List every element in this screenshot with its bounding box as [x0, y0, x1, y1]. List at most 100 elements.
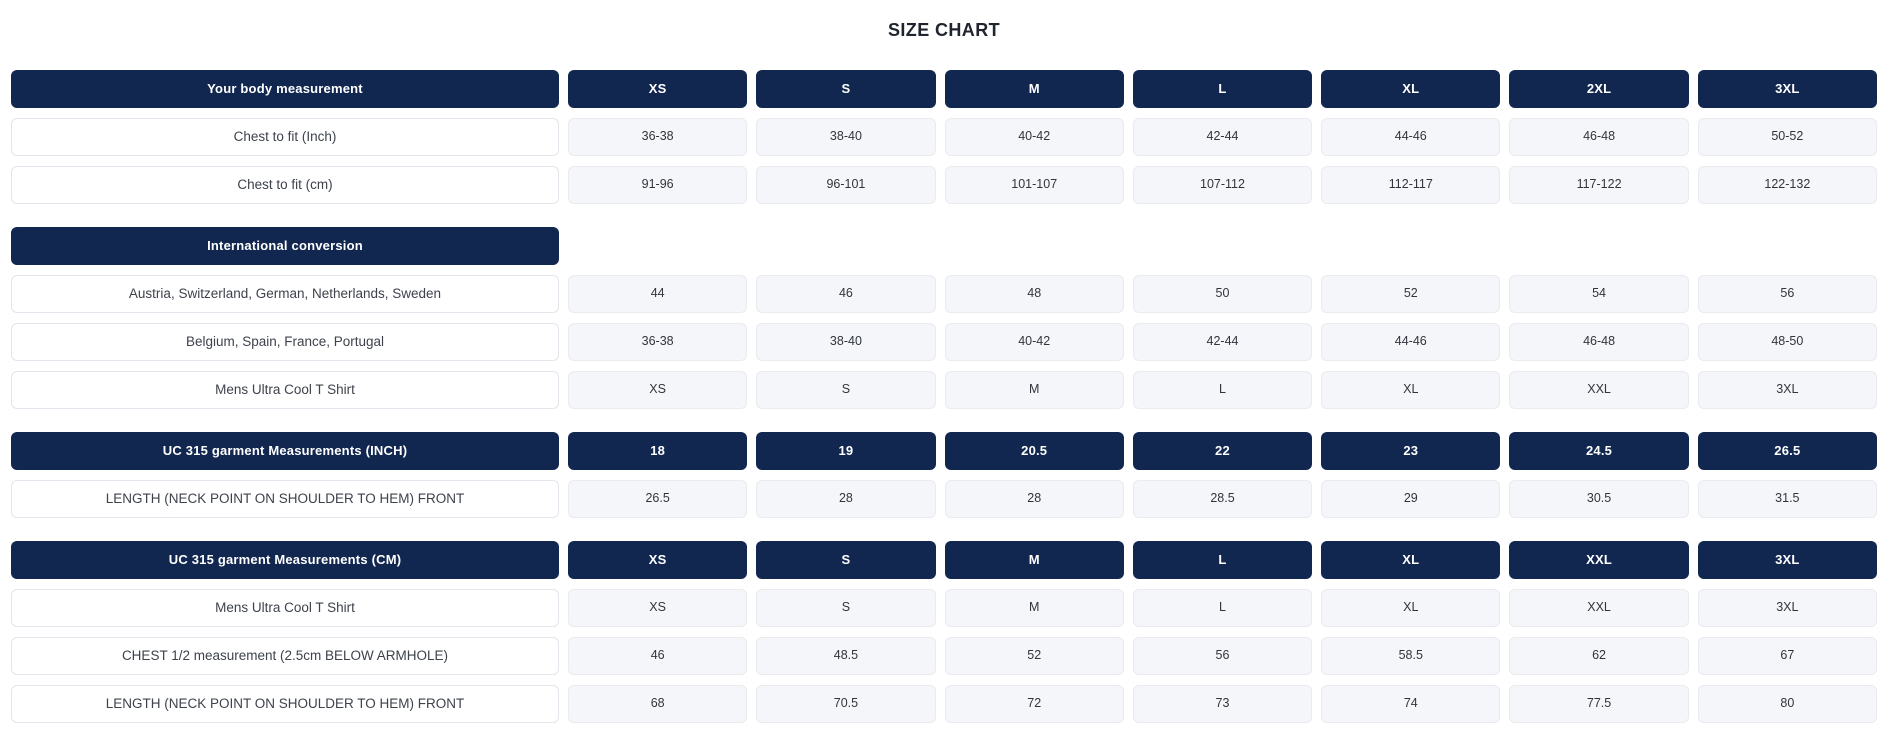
- value-cell: 3XL: [1697, 371, 1877, 409]
- value-cell: 46: [756, 275, 936, 313]
- value-cell: XS: [568, 371, 748, 409]
- size-header-cell: XS: [568, 70, 748, 108]
- value-cell: 80: [1697, 685, 1877, 723]
- size-header-cell: M: [944, 541, 1124, 579]
- value-cell: 28: [756, 480, 936, 518]
- section-2: UC 315 garment Measurements (INCH) 18 19 20…: [11, 432, 1877, 518]
- section-header-row: International conversion: [11, 227, 1877, 265]
- value-cell: 54: [1509, 275, 1689, 313]
- size-header-cell: L: [1132, 70, 1313, 108]
- value-cell: 3XL: [1697, 589, 1877, 627]
- value-cell: 46-48: [1509, 118, 1689, 156]
- row-label-cell: Mens Ultra Cool T Shirt: [11, 589, 559, 627]
- value-cell: 29: [1321, 480, 1501, 518]
- size-header-cell: XXL: [1509, 541, 1689, 579]
- size-header-cell: 24.5: [1509, 432, 1689, 470]
- table-row: Chest to fit (cm) 91-96 96-101 101-107 107-1…: [11, 166, 1877, 204]
- row-label-cell: Chest to fit (cm): [11, 166, 559, 204]
- size-header-cell: 19: [756, 432, 936, 470]
- value-cell: 72: [944, 685, 1124, 723]
- value-cell: 28.5: [1132, 480, 1313, 518]
- section-header-cell: Your body measurement: [11, 70, 559, 108]
- size-header-cell: XL: [1321, 541, 1501, 579]
- table-row: Chest to fit (Inch) 36-38 38-40 40-42 42-44 4…: [11, 118, 1877, 156]
- value-cell: 62: [1509, 637, 1689, 675]
- size-header-cell: 18: [568, 432, 748, 470]
- value-cell: 73: [1132, 685, 1313, 723]
- value-cell: 112-117: [1321, 166, 1501, 204]
- value-cell: XL: [1321, 589, 1501, 627]
- value-cell: S: [756, 589, 936, 627]
- size-header-cell: 22: [1132, 432, 1313, 470]
- value-cell: 67: [1697, 637, 1877, 675]
- size-header-cell: 23: [1321, 432, 1501, 470]
- section-0: Your body measurement XS S M L XL 2XL 3XL Chest …: [11, 70, 1877, 204]
- value-cell: 30.5: [1509, 480, 1689, 518]
- value-cell: 44-46: [1321, 323, 1501, 361]
- value-cell: 70.5: [756, 685, 936, 723]
- row-label-cell: Chest to fit (Inch): [11, 118, 559, 156]
- value-cell: 26.5: [568, 480, 748, 518]
- page-title: SIZE CHART: [888, 20, 1000, 40]
- value-cell: 36-38: [568, 323, 748, 361]
- value-cell: 91-96: [568, 166, 748, 204]
- value-cell: 46-48: [1509, 323, 1689, 361]
- size-header-cell: XL: [1321, 70, 1501, 108]
- value-cell: L: [1132, 371, 1313, 409]
- value-cell: 46: [568, 637, 748, 675]
- value-cell: XXL: [1509, 589, 1689, 627]
- value-cell: 107-112: [1132, 166, 1313, 204]
- value-cell: 117-122: [1509, 166, 1689, 204]
- value-cell: 28: [944, 480, 1124, 518]
- value-cell: 40-42: [944, 118, 1124, 156]
- value-cell: 56: [1132, 637, 1313, 675]
- section-header-row: Your body measurement XS S M L XL 2XL 3XL: [11, 70, 1877, 108]
- value-cell: XL: [1321, 371, 1501, 409]
- size-header-cell: 3XL: [1697, 541, 1877, 579]
- row-label-cell: CHEST 1/2 measurement (2.5cm BELOW ARMHO…: [11, 637, 559, 675]
- table-row: Austria, Switzerland, German, Netherland…: [11, 275, 1877, 313]
- section-header-cell: International conversion: [11, 227, 559, 265]
- value-cell: 52: [944, 637, 1124, 675]
- row-label-cell: Austria, Switzerland, German, Netherland…: [11, 275, 559, 313]
- value-cell: 38-40: [756, 323, 936, 361]
- row-label-cell: LENGTH (NECK POINT ON SHOULDER TO HEM) F…: [11, 685, 559, 723]
- value-cell: 56: [1697, 275, 1877, 313]
- table-row: Mens Ultra Cool T Shirt XS S M L XL XXL 3XL: [11, 589, 1877, 627]
- value-cell: 74: [1321, 685, 1501, 723]
- value-cell: 96-101: [756, 166, 936, 204]
- table-row: Mens Ultra Cool T Shirt XS S M L XL XXL 3XL: [11, 371, 1877, 409]
- section-header-cell: UC 315 garment Measurements (CM): [11, 541, 559, 579]
- size-chart-table: Your body measurement XS S M L XL 2XL 3XL Chest …: [11, 70, 1877, 723]
- section-3: UC 315 garment Measurements (CM) XS S M L XL X…: [11, 541, 1877, 723]
- value-cell: 44: [568, 275, 748, 313]
- value-cell: 44-46: [1321, 118, 1501, 156]
- value-cell: 77.5: [1509, 685, 1689, 723]
- value-cell: 58.5: [1321, 637, 1501, 675]
- section-header-row: UC 315 garment Measurements (CM) XS S M L XL X…: [11, 541, 1877, 579]
- section-header-row: UC 315 garment Measurements (INCH) 18 19 20…: [11, 432, 1877, 470]
- value-cell: S: [756, 371, 936, 409]
- size-header-cell: S: [756, 70, 936, 108]
- row-label-cell: LENGTH (NECK POINT ON SHOULDER TO HEM) F…: [11, 480, 559, 518]
- value-cell: 38-40: [756, 118, 936, 156]
- value-cell: L: [1132, 589, 1313, 627]
- value-cell: 36-38: [568, 118, 748, 156]
- value-cell: 48.5: [756, 637, 936, 675]
- value-cell: 31.5: [1697, 480, 1877, 518]
- row-label-cell: Belgium, Spain, France, Portugal: [11, 323, 559, 361]
- size-header-cell: S: [756, 541, 936, 579]
- value-cell: XS: [568, 589, 748, 627]
- size-header-cell: 20.5: [944, 432, 1124, 470]
- value-cell: 50-52: [1697, 118, 1877, 156]
- size-header-cell: 26.5: [1697, 432, 1877, 470]
- size-header-cell: 2XL: [1509, 70, 1689, 108]
- section-1: International conversion Austria, Switzer…: [11, 227, 1877, 409]
- size-header-cell: XS: [568, 541, 748, 579]
- value-cell: 101-107: [944, 166, 1124, 204]
- value-cell: 40-42: [944, 323, 1124, 361]
- value-cell: 48-50: [1697, 323, 1877, 361]
- value-cell: 48: [944, 275, 1124, 313]
- value-cell: 68: [568, 685, 748, 723]
